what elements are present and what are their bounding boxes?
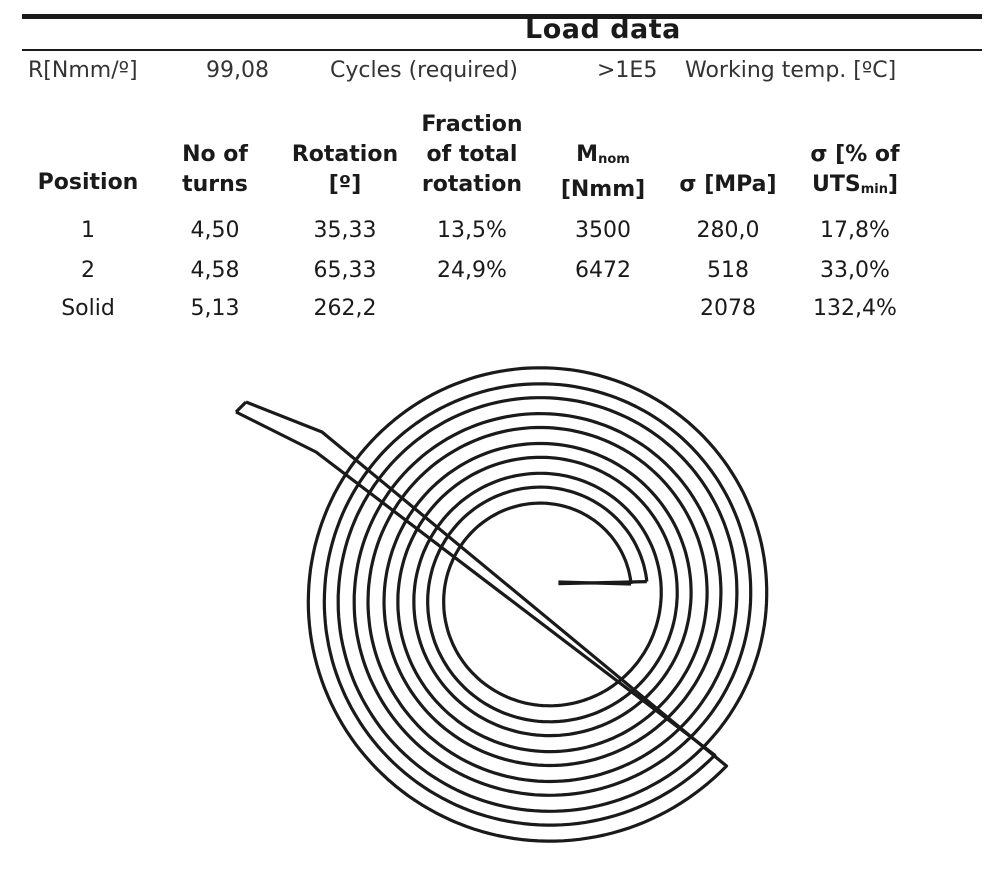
spring-outer-end-cap bbox=[234, 400, 248, 414]
title-underline bbox=[22, 49, 982, 51]
table-cell: 3500 bbox=[575, 218, 631, 243]
header-fraction: Fraction of total rotation bbox=[421, 112, 523, 197]
table-cell: 132,4% bbox=[813, 296, 897, 321]
r-label: R[Nmm/º] bbox=[28, 58, 138, 83]
header-position: Position bbox=[37, 170, 139, 195]
header-sigma: σ [MPa] bbox=[679, 172, 777, 197]
table-cell: 35,33 bbox=[313, 218, 377, 243]
table-cell: 518 bbox=[707, 258, 749, 283]
table-cell: 17,8% bbox=[820, 218, 890, 243]
table-cell: 24,9% bbox=[437, 258, 507, 283]
header-turns: No of turns bbox=[182, 142, 248, 197]
table-cell: 262,2 bbox=[313, 296, 377, 321]
table-cell: 2078 bbox=[700, 296, 756, 321]
spring-inner-end-cap bbox=[558, 580, 647, 586]
header-rotation: Rotation [º] bbox=[291, 142, 399, 197]
table-cell: Solid bbox=[61, 296, 115, 321]
table-cell: 2 bbox=[81, 258, 95, 283]
cycles-label: Cycles (required) bbox=[330, 58, 518, 83]
header-mnom: Mnom [Nmm] bbox=[560, 142, 646, 202]
table-cell: 6472 bbox=[575, 258, 631, 283]
table-cell: 13,5% bbox=[437, 218, 507, 243]
spring-wire-outline bbox=[245, 366, 769, 843]
table-cell: 1 bbox=[81, 218, 95, 243]
table-cell: 280,0 bbox=[696, 218, 760, 243]
table-cell: 4,58 bbox=[190, 258, 240, 283]
r-value: 99,08 bbox=[206, 58, 269, 83]
cycles-value: >1E5 bbox=[597, 58, 658, 83]
table-cell: 65,33 bbox=[313, 258, 377, 283]
table-cell: 5,13 bbox=[190, 296, 240, 321]
temp-label: Working temp. [ºC] bbox=[685, 58, 897, 83]
header-sigma-percent: σ [% of UTSmin] bbox=[810, 142, 900, 197]
page-title: Load data bbox=[525, 14, 681, 45]
spring-wire-inner-outline bbox=[235, 382, 753, 827]
table-cell: 33,0% bbox=[820, 258, 890, 283]
top-rule bbox=[22, 14, 982, 19]
table-cell: 4,50 bbox=[190, 218, 240, 243]
